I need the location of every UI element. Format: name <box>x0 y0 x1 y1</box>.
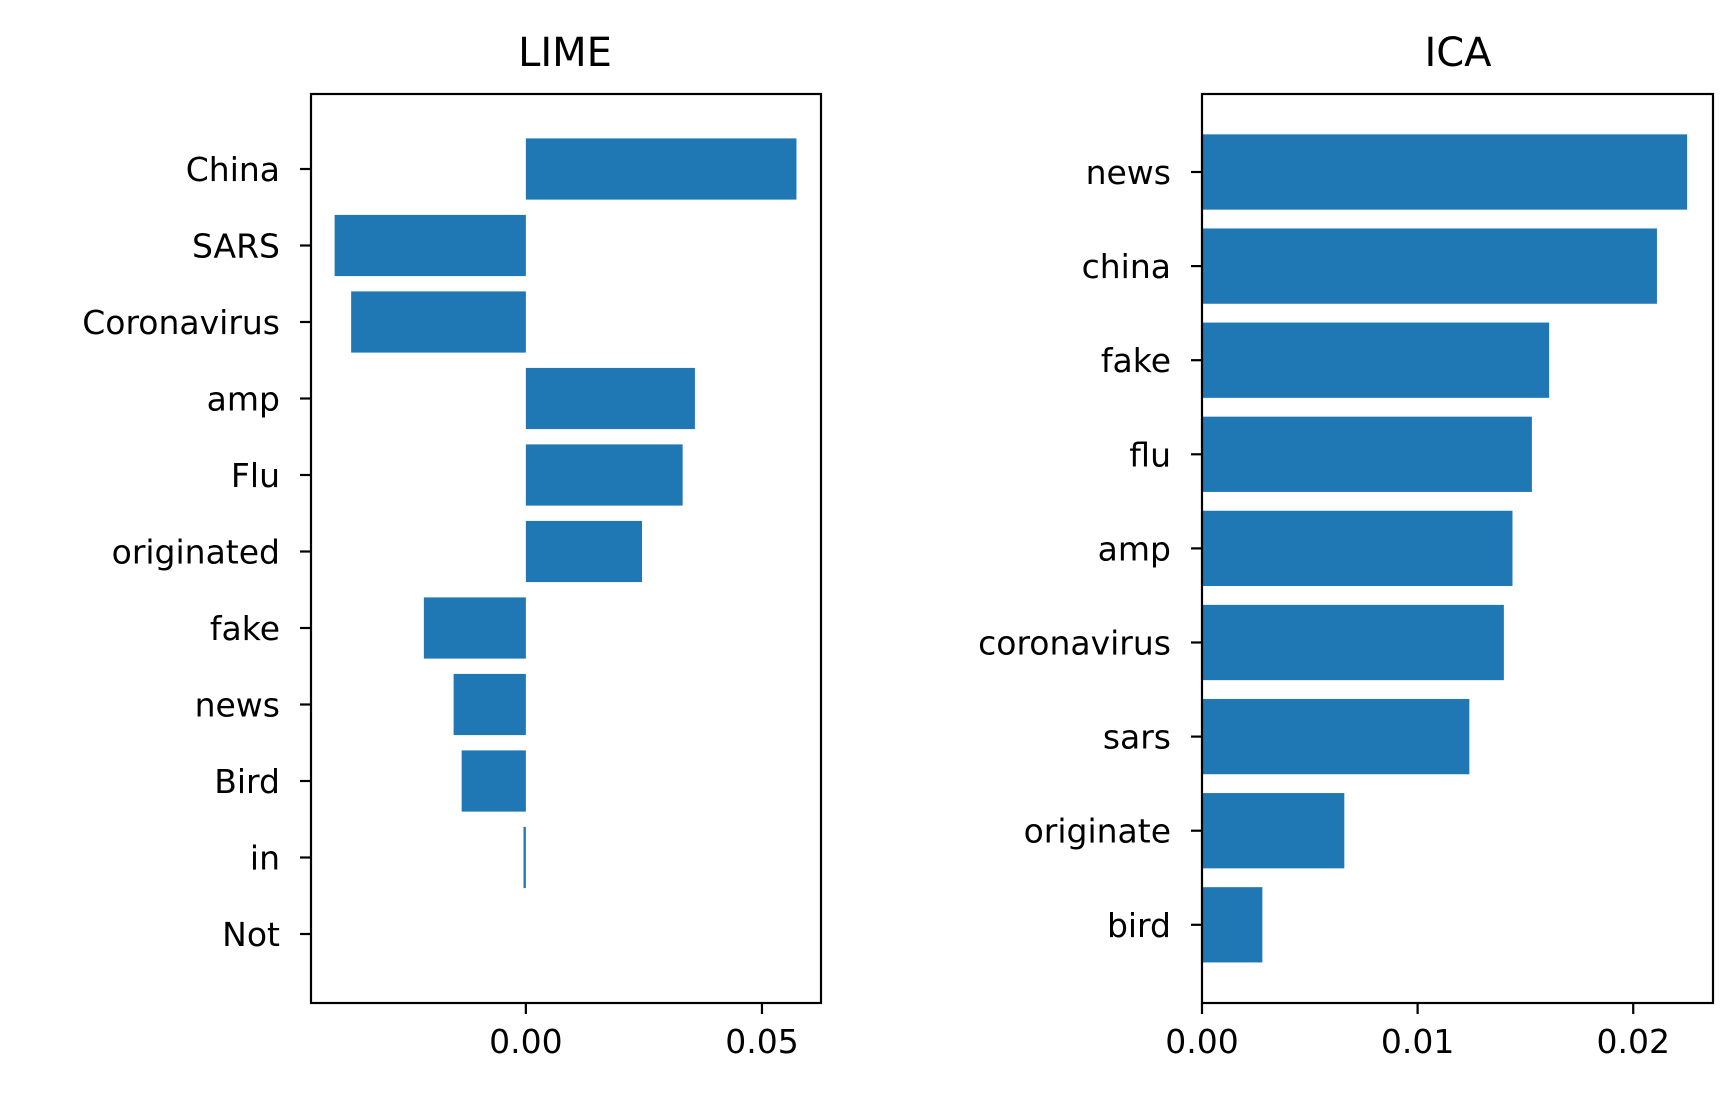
lime-y-tick-label: China <box>186 150 280 189</box>
lime-y-tick-label: Flu <box>231 456 280 495</box>
ica-bar-originate <box>1202 793 1345 869</box>
lime-bar-originated <box>525 520 643 583</box>
ica-y-tick-label: flu <box>1129 435 1171 474</box>
lime-bar-coronavirus <box>351 291 526 353</box>
ica-y-tick-label: amp <box>1098 529 1171 568</box>
ica-bar-fake <box>1202 322 1550 398</box>
ica-bar-china <box>1202 228 1657 304</box>
ica-y-tick-label: sars <box>1103 718 1171 757</box>
lime-bar-amp <box>525 367 695 430</box>
lime-y-tick-label: SARS <box>192 227 280 266</box>
lime-y-tick-label: fake <box>210 609 280 648</box>
lime-y-tick-label: Bird <box>214 762 280 801</box>
lime-y-tick-label: originated <box>112 533 280 572</box>
ica-x-tick-label: 0.01 <box>1381 1022 1454 1061</box>
lime-chart-title: LIME <box>518 30 612 76</box>
lime-y-ticks: China SARS Coronavirus amp Flu originated fake… <box>82 150 311 954</box>
lime-plot-frame <box>309 92 823 1005</box>
lime-x-tick-label: 0.05 <box>725 1022 798 1061</box>
ica-bar-amp <box>1202 510 1513 587</box>
lime-y-tick-label: in <box>250 839 280 878</box>
lime-y-tick-label: Not <box>222 915 280 954</box>
lime-chart: LIME China SARS Coronavirus amp Flu originate… <box>82 30 823 1061</box>
lime-bar-in <box>523 826 526 889</box>
lime-y-tick-label: news <box>195 686 280 725</box>
ica-bar-sars <box>1202 698 1470 775</box>
ica-bar-bird <box>1202 887 1263 963</box>
ica-bar-coronavirus <box>1202 604 1504 681</box>
ica-bar-flu <box>1202 416 1532 492</box>
ica-x-tick-label: 0.00 <box>1165 1022 1238 1061</box>
ica-x-tick-label: 0.02 <box>1596 1022 1669 1061</box>
lime-bar-china <box>525 138 797 200</box>
ica-y-tick-label: coronavirus <box>978 624 1171 663</box>
ica-y-tick-label: originate <box>1024 812 1171 851</box>
ica-y-ticks: news china fake flu amp coronavirus sars origin… <box>978 153 1202 945</box>
lime-bar-bird <box>461 750 526 812</box>
lime-x-ticks: 0.00 0.05 <box>489 1003 799 1061</box>
lime-bar-fake <box>423 597 526 659</box>
ica-y-tick-label: news <box>1086 153 1171 192</box>
ica-y-tick-label: fake <box>1101 341 1171 380</box>
ica-y-tick-label: china <box>1082 247 1171 286</box>
ica-x-ticks: 0.00 0.01 0.02 <box>1165 1003 1670 1061</box>
lime-x-tick-label: 0.00 <box>489 1022 562 1061</box>
lime-bar-flu <box>525 444 683 506</box>
lime-bar-news <box>453 673 526 736</box>
ica-y-tick-label: bird <box>1107 906 1171 945</box>
ica-chart: ICA news china fake flu amp coronavirus sars or… <box>978 30 1715 1061</box>
ica-chart-title: ICA <box>1424 30 1492 76</box>
lime-bars <box>334 138 797 889</box>
lime-bar-sars <box>334 214 526 277</box>
ica-bar-news <box>1202 134 1688 210</box>
ica-bars <box>1202 134 1688 963</box>
lime-y-tick-label: amp <box>207 380 280 419</box>
lime-y-tick-label: Coronavirus <box>82 303 280 342</box>
